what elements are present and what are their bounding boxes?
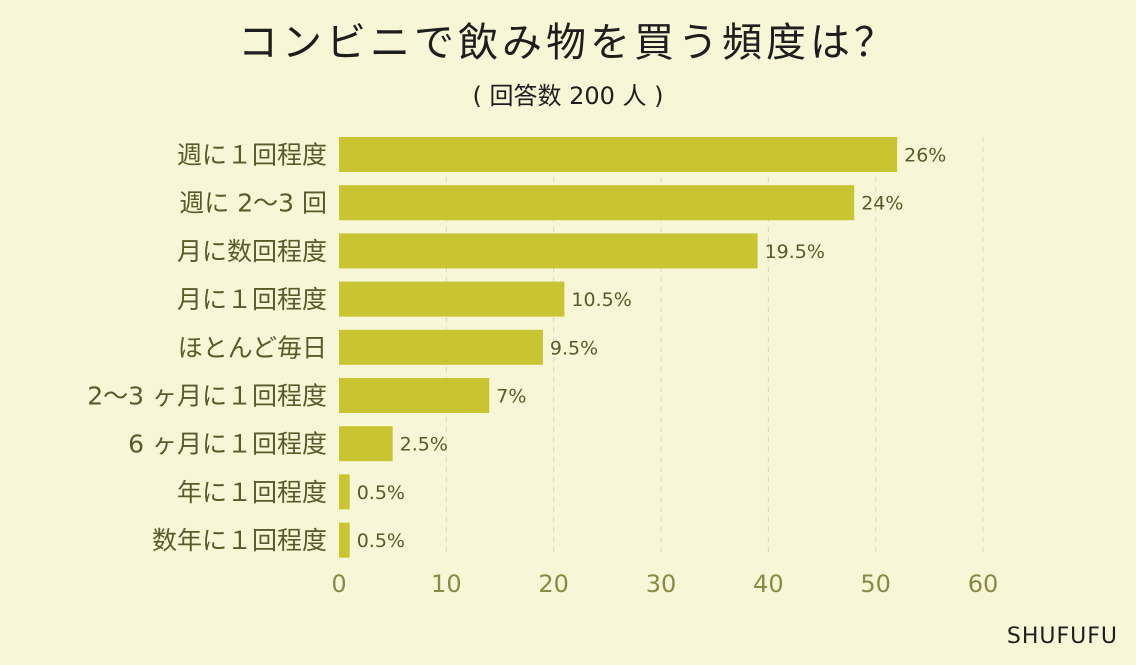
- category-label: 6 ヶ月に１回程度: [128, 430, 327, 459]
- brand-logo-text: SHUFUFU: [1006, 624, 1118, 649]
- category-label: 週に 2〜3 回: [179, 189, 327, 218]
- bar: [339, 185, 855, 221]
- data-label: 0.5%: [357, 530, 405, 552]
- bar: [339, 233, 758, 269]
- data-label: 10.5%: [571, 289, 631, 311]
- bar: [339, 137, 898, 172]
- category-label: 月に数回程度: [177, 237, 327, 266]
- data-label: 2.5%: [400, 434, 448, 456]
- bar: [339, 426, 393, 462]
- bar: [339, 281, 565, 317]
- chart-title: コンビニで飲み物を買う頻度は？: [238, 20, 898, 66]
- x-tick-label: 50: [860, 570, 891, 598]
- x-tick-label: 30: [646, 570, 677, 598]
- bar: [339, 474, 350, 510]
- x-tick-label: 10: [431, 570, 462, 598]
- x-tick-label: 60: [968, 570, 999, 598]
- bar: [339, 329, 543, 365]
- data-label: 24%: [861, 193, 903, 215]
- category-label: 週に１回程度: [177, 141, 327, 170]
- category-label: 数年に１回程度: [152, 526, 327, 555]
- x-tick-label: 40: [753, 570, 784, 598]
- data-label: 0.5%: [357, 482, 405, 504]
- data-label: 7%: [496, 386, 526, 408]
- data-label: 9.5%: [550, 337, 598, 359]
- chart-subtitle: ( 回答数 200 人 ): [472, 82, 664, 110]
- category-label: 月に１回程度: [177, 285, 327, 314]
- data-label: 26%: [904, 145, 946, 167]
- category-label: 2〜3 ヶ月に１回程度: [87, 382, 327, 411]
- data-label: 19.5%: [765, 241, 825, 263]
- category-label: ほとんど毎日: [178, 333, 327, 362]
- bar: [339, 522, 350, 558]
- bar: [339, 378, 490, 413]
- x-tick-label: 20: [538, 570, 569, 598]
- category-label: 年に１回程度: [177, 478, 327, 507]
- x-tick-label: 0: [331, 570, 346, 598]
